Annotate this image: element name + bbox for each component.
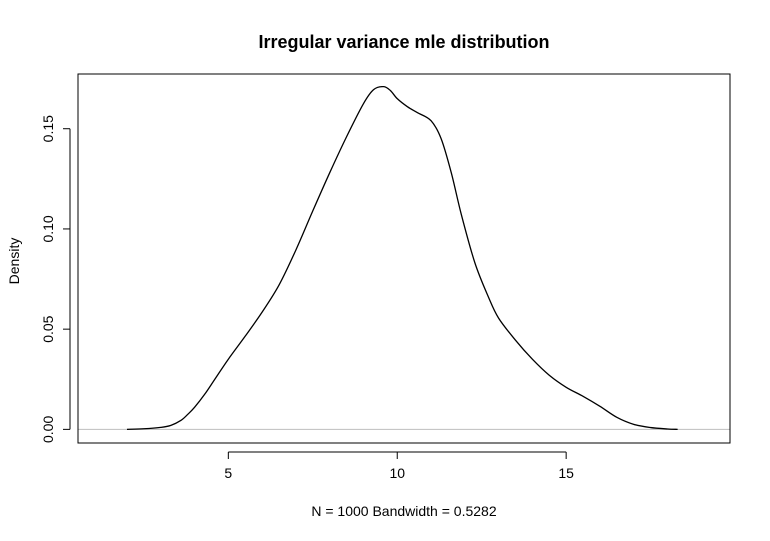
x-tick-label: 15 xyxy=(558,465,574,481)
y-tick-label: 0.15 xyxy=(40,115,56,142)
y-tick-label: 0.10 xyxy=(40,215,56,242)
density-curve xyxy=(126,85,678,431)
x-axis-label: N = 1000 Bandwidth = 0.5282 xyxy=(311,503,496,519)
y-axis: 0.00 0.05 0.10 0.15 xyxy=(40,115,71,443)
x-tick-label: 10 xyxy=(389,465,405,481)
x-tick-label: 5 xyxy=(224,465,232,481)
y-axis-label: Density xyxy=(6,238,22,285)
x-axis: 5 10 15 xyxy=(224,451,574,481)
chart-title: Irregular variance mle distribution xyxy=(258,32,549,52)
y-tick-label: 0.05 xyxy=(40,315,56,342)
plot-frame xyxy=(77,73,731,444)
y-tick-label: 0.00 xyxy=(40,416,56,443)
